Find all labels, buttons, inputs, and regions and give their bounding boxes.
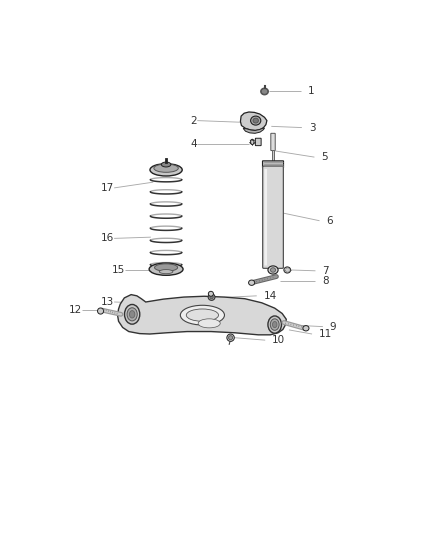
FancyBboxPatch shape xyxy=(265,169,267,265)
Text: 8: 8 xyxy=(322,276,329,286)
Polygon shape xyxy=(117,295,286,335)
Ellipse shape xyxy=(186,309,219,321)
Ellipse shape xyxy=(261,88,268,95)
FancyBboxPatch shape xyxy=(271,133,275,150)
Ellipse shape xyxy=(124,304,140,324)
Ellipse shape xyxy=(284,267,291,273)
Ellipse shape xyxy=(227,334,234,342)
Ellipse shape xyxy=(262,90,267,93)
Ellipse shape xyxy=(208,292,213,296)
Polygon shape xyxy=(240,112,267,131)
Ellipse shape xyxy=(159,270,173,273)
Ellipse shape xyxy=(270,319,279,330)
Ellipse shape xyxy=(272,321,277,328)
Text: 17: 17 xyxy=(101,183,114,193)
Ellipse shape xyxy=(161,162,171,167)
Ellipse shape xyxy=(268,316,282,333)
Ellipse shape xyxy=(98,308,104,314)
Text: 7: 7 xyxy=(322,266,329,276)
Ellipse shape xyxy=(154,164,178,172)
Ellipse shape xyxy=(127,308,137,321)
Text: 11: 11 xyxy=(319,329,332,339)
Text: 12: 12 xyxy=(69,305,82,315)
Ellipse shape xyxy=(303,326,309,331)
Ellipse shape xyxy=(249,280,254,285)
Text: 16: 16 xyxy=(101,233,114,244)
Text: 1: 1 xyxy=(307,86,314,96)
Ellipse shape xyxy=(210,295,213,298)
Text: 15: 15 xyxy=(112,265,125,275)
Ellipse shape xyxy=(251,116,261,125)
Ellipse shape xyxy=(271,268,276,272)
Ellipse shape xyxy=(130,311,135,318)
Ellipse shape xyxy=(149,263,183,276)
Text: 5: 5 xyxy=(321,152,328,162)
Ellipse shape xyxy=(268,266,278,274)
Ellipse shape xyxy=(251,139,254,144)
Ellipse shape xyxy=(208,294,215,301)
Ellipse shape xyxy=(150,164,182,176)
Text: 3: 3 xyxy=(309,123,315,133)
FancyBboxPatch shape xyxy=(272,150,274,165)
Ellipse shape xyxy=(198,319,220,328)
FancyBboxPatch shape xyxy=(262,161,283,168)
Text: 6: 6 xyxy=(326,216,333,226)
Ellipse shape xyxy=(155,264,178,271)
Text: 10: 10 xyxy=(272,335,285,345)
Ellipse shape xyxy=(180,305,225,325)
Text: 4: 4 xyxy=(191,139,197,149)
Text: 9: 9 xyxy=(330,321,336,332)
Text: 2: 2 xyxy=(191,116,197,126)
Text: 13: 13 xyxy=(101,297,114,307)
Ellipse shape xyxy=(253,118,258,123)
Text: 14: 14 xyxy=(264,291,277,301)
Polygon shape xyxy=(243,128,265,133)
FancyBboxPatch shape xyxy=(255,138,261,146)
Ellipse shape xyxy=(229,336,233,340)
FancyBboxPatch shape xyxy=(263,166,283,268)
